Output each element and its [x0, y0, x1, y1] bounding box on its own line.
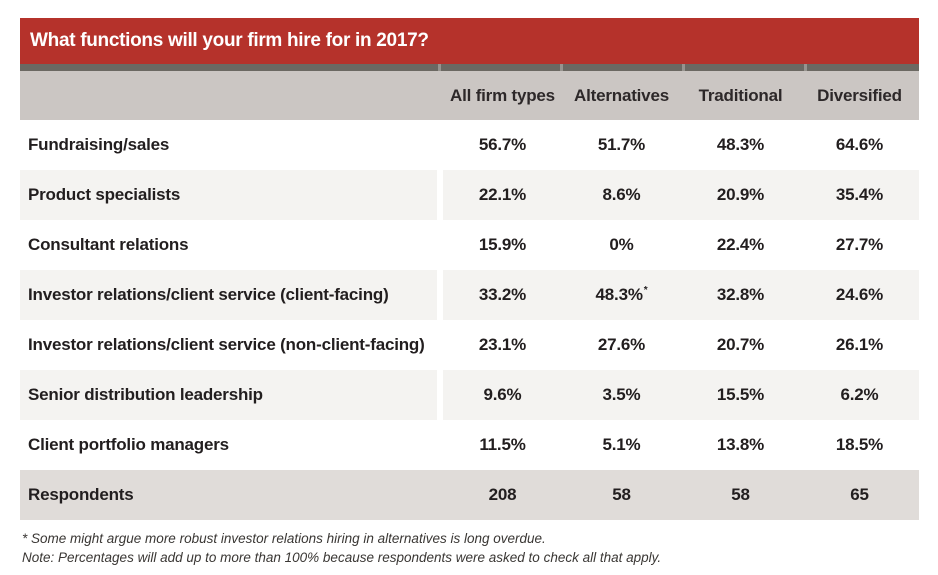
row-values: 33.2% 48.3% * 32.8% 24.6% [443, 270, 919, 320]
cell-value: 65 [850, 485, 869, 504]
cell-value: 58 [731, 485, 750, 504]
cell-value: 27.6% [597, 335, 646, 354]
cell-value: 64.6% [835, 135, 884, 154]
cell-value: 23.1% [478, 335, 527, 354]
column-header-diversified: Diversified [817, 85, 902, 105]
column-divider-notch [438, 64, 441, 71]
table-row: Product specialists 22.1% 8.6% 20.9% 35.4% [20, 170, 919, 220]
column-divider-notch [560, 64, 563, 71]
header-label-spacer [20, 71, 437, 120]
table-row: Investor relations/client service (clien… [20, 270, 919, 320]
row-values: 208 58 58 65 [443, 470, 919, 520]
cell-value: 11.5% [479, 435, 526, 454]
cell-value: 20.7% [716, 335, 765, 354]
row-label: Investor relations/client service (non-c… [28, 335, 425, 354]
row-values: 9.6% 3.5% 15.5% 6.2% [443, 370, 919, 420]
table-row: Consultant relations 15.9% 0% 22.4% 27.7% [20, 220, 919, 270]
cell-value: 48.3% [716, 135, 765, 154]
cell-value: 51.7% [597, 135, 646, 154]
cell-value: 56.7% [478, 135, 527, 154]
cell-value: 6.2% [840, 385, 879, 404]
table-row: Fundraising/sales 56.7% 51.7% 48.3% 64.6% [20, 120, 919, 170]
cell-value: 8.6% [602, 185, 641, 204]
column-header-all-firm-types: All firm types [450, 85, 555, 105]
row-values: 15.9% 0% 22.4% 27.7% [443, 220, 919, 270]
cell-value: 0% [609, 235, 634, 254]
row-label: Respondents [28, 485, 134, 504]
row-label: Investor relations/client service (clien… [20, 270, 437, 320]
survey-table: What functions will your firm hire for i… [20, 18, 919, 567]
table-title-banner: What functions will your firm hire for i… [20, 18, 919, 64]
footnotes: * Some might argue more robust investor … [20, 529, 919, 567]
cell-value: 208 [488, 485, 517, 504]
cell-value: 35.4% [835, 185, 884, 204]
row-label: Fundraising/sales [28, 135, 170, 154]
row-label: Consultant relations [28, 235, 189, 254]
column-divider-notch [682, 64, 685, 71]
cell-value: 5.1% [602, 435, 641, 454]
column-divider-notch [804, 64, 807, 71]
row-values: 11.5% 5.1% 13.8% 18.5% [443, 420, 919, 470]
cell-value: 22.4% [716, 235, 765, 254]
cell-value: 15.5% [716, 385, 765, 404]
cell-value: 27.7% [835, 235, 884, 254]
cell-value: 20.9% [716, 185, 765, 204]
row-values: 23.1% 27.6% 20.7% 26.1% [443, 320, 919, 370]
row-label: Client portfolio managers [28, 435, 229, 454]
cell-value: 9.6% [483, 385, 522, 404]
footnote-note: Note: Percentages will add up to more th… [22, 550, 662, 565]
cell-value: 3.5% [602, 385, 641, 404]
column-header-traditional: Traditional [698, 85, 783, 105]
row-label: Senior distribution leadership [20, 370, 437, 420]
row-label: Product specialists [20, 170, 437, 220]
column-header-row: All firm types Alternatives Traditional … [20, 71, 919, 120]
row-values: 56.7% 51.7% 48.3% 64.6% [443, 120, 919, 170]
cell-value: 33.2% [478, 285, 527, 304]
table-rows: Fundraising/sales 56.7% 51.7% 48.3% 64.6% Pro… [20, 120, 919, 520]
cell-value: 22.1% [478, 185, 527, 204]
table-row: Investor relations/client service (non-c… [20, 320, 919, 370]
cell-value: 24.6% [835, 285, 884, 304]
row-values: 22.1% 8.6% 20.9% 35.4% [443, 170, 919, 220]
table-title: What functions will your firm hire for i… [30, 30, 429, 51]
table-row: Client portfolio managers 11.5% 5.1% 13.8% 1… [20, 420, 919, 470]
cell-value: 18.5% [835, 435, 884, 454]
divider-strip [20, 64, 919, 71]
table-row: Senior distribution leadership 9.6% 3.5% 15… [20, 370, 919, 420]
cell-value: 26.1% [835, 335, 884, 354]
cell-value: 32.8% [716, 285, 765, 304]
column-headers: All firm types Alternatives Traditional … [443, 71, 919, 120]
column-header-alternatives: Alternatives [574, 85, 669, 105]
cell-value: 13.8% [716, 435, 765, 454]
respondents-row: Respondents 208 58 58 65 [20, 470, 919, 520]
cell-value: 15.9% [478, 235, 527, 254]
cell-value: 48.3% * [595, 285, 648, 304]
cell-value: 58 [612, 485, 631, 504]
footnote-asterisk: * Some might argue more robust investor … [22, 531, 546, 546]
